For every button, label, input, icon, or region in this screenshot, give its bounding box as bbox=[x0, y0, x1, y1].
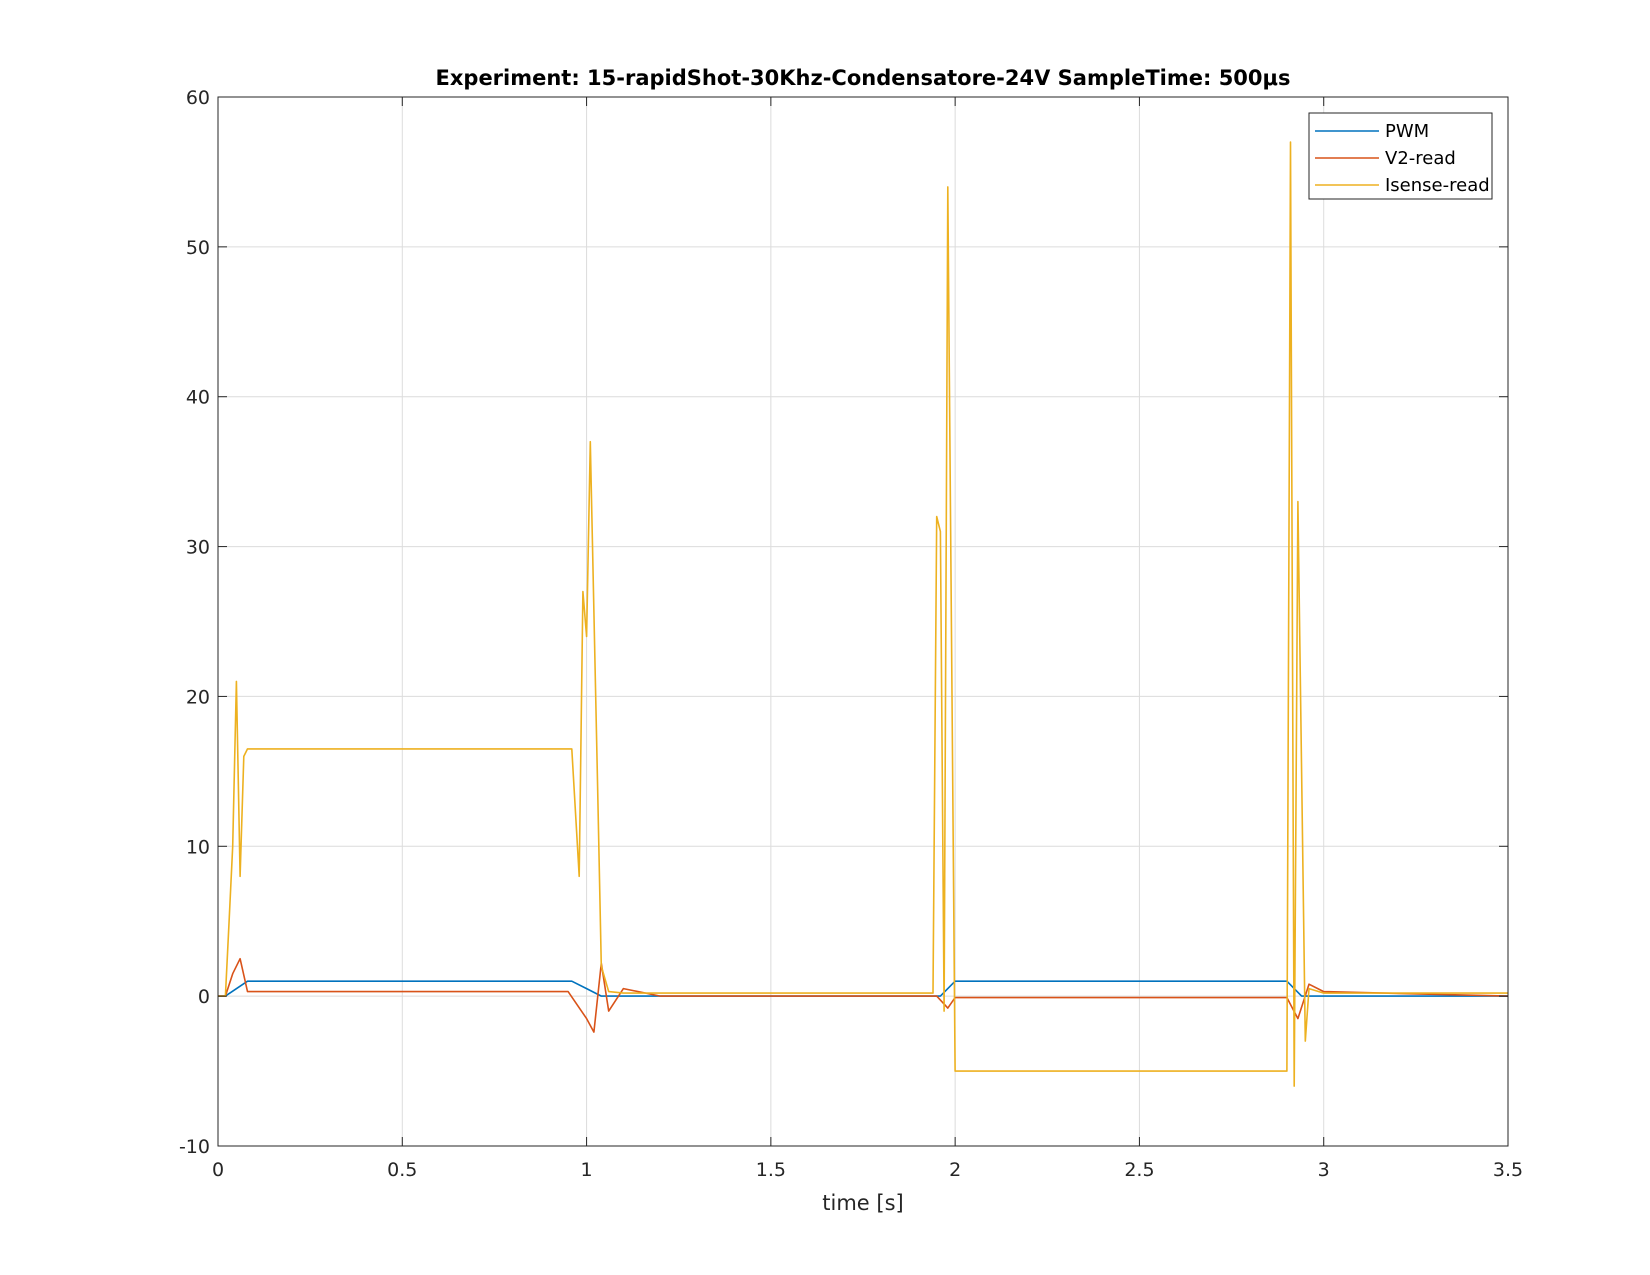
y-tick-label: 60 bbox=[186, 87, 210, 109]
y-tick-label: 10 bbox=[186, 836, 210, 858]
y-tick-label: -10 bbox=[179, 1136, 210, 1158]
series-line-isense-read bbox=[218, 141, 1508, 1087]
legend-label: V2-read bbox=[1385, 148, 1456, 169]
plot-frame bbox=[217, 96, 1509, 1147]
x-axis-label: time [s] bbox=[822, 1191, 903, 1215]
plot-area bbox=[218, 97, 1508, 1146]
series-line-v2-read bbox=[218, 957, 1509, 1033]
y-tick-label: 40 bbox=[186, 387, 210, 409]
x-tick-label: 2.5 bbox=[1124, 1159, 1154, 1181]
chart-title: Experiment: 15-rapidShot-30Khz-Condensat… bbox=[436, 66, 1291, 90]
y-tick-label: 0 bbox=[198, 986, 210, 1008]
x-tick-label: 3 bbox=[1318, 1159, 1330, 1181]
x-tick-label: 1 bbox=[581, 1159, 593, 1181]
x-tick-label: 3.5 bbox=[1493, 1159, 1523, 1181]
y-tick-label: 30 bbox=[186, 537, 210, 559]
legend-label: Isense-read bbox=[1385, 175, 1490, 196]
y-tick-label: 20 bbox=[186, 686, 210, 708]
series-group bbox=[218, 141, 1509, 1087]
x-tick-label: 0 bbox=[212, 1159, 224, 1181]
x-tick-label: 1.5 bbox=[756, 1159, 786, 1181]
x-tick-label: 2 bbox=[949, 1159, 961, 1181]
x-tick-label: 0.5 bbox=[387, 1159, 417, 1181]
legend-label: PWM bbox=[1385, 121, 1429, 142]
legend: PWM V2-read Isense-read bbox=[1308, 112, 1493, 200]
y-tick-label: 50 bbox=[186, 237, 210, 259]
